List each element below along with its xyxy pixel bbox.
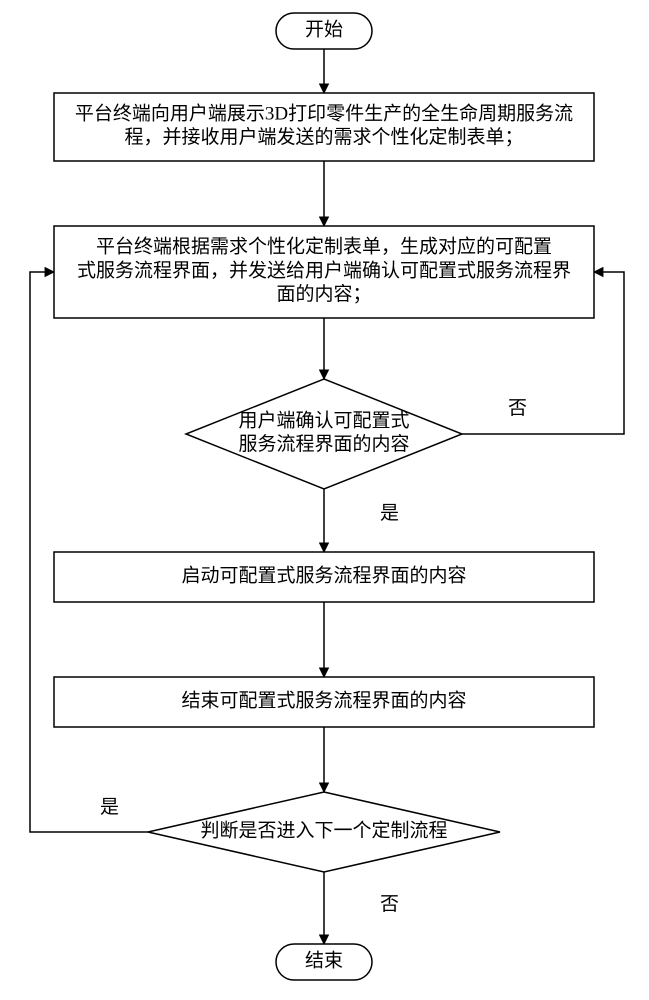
node-step3: 启动可配置式服务流程界面的内容: [54, 552, 594, 602]
node-label: 程，并接收用户端发送的需求个性化定制表单；: [124, 126, 523, 148]
node-step2: 平台终端根据需求个性化定制表单，生成对应的可配置式服务流程界面，并发送给用户端确…: [54, 226, 594, 318]
node-label: 平台终端根据需求个性化定制表单，生成对应的可配置: [96, 236, 552, 258]
node-label: 启动可配置式服务流程界面的内容: [181, 564, 466, 586]
node-label: 用户端确认可配置式: [238, 409, 409, 431]
node-label: 开始: [305, 18, 343, 40]
node-label: 服务流程界面的内容: [238, 433, 409, 455]
node-label: 判断是否进入下一个定制流程: [200, 819, 447, 841]
node-dec1: 用户端确认可配置式服务流程界面的内容: [186, 379, 462, 489]
node-label: 式服务流程界面，并发送给用户端确认可配置式服务流程界: [77, 259, 571, 281]
edge-label: 否: [380, 894, 399, 915]
node-dec2: 判断是否进入下一个定制流程: [148, 792, 500, 872]
node-label: 结束: [305, 949, 343, 971]
edge-label: 是: [100, 797, 119, 818]
node-step1: 平台终端向用户端展示3D打印零件生产的全生命周期服务流程，并接收用户端发送的需求…: [54, 93, 594, 161]
node-start: 开始: [276, 13, 372, 49]
edge-label: 否: [508, 398, 527, 419]
node-end: 结束: [276, 944, 372, 980]
node-label: 结束可配置式服务流程界面的内容: [181, 689, 466, 711]
node-label: 平台终端向用户端展示3D打印零件生产的全生命周期服务流: [75, 102, 573, 124]
edge-label: 是: [380, 503, 399, 524]
node-step4: 结束可配置式服务流程界面的内容: [54, 677, 594, 727]
node-label: 面的内容；: [276, 283, 371, 305]
